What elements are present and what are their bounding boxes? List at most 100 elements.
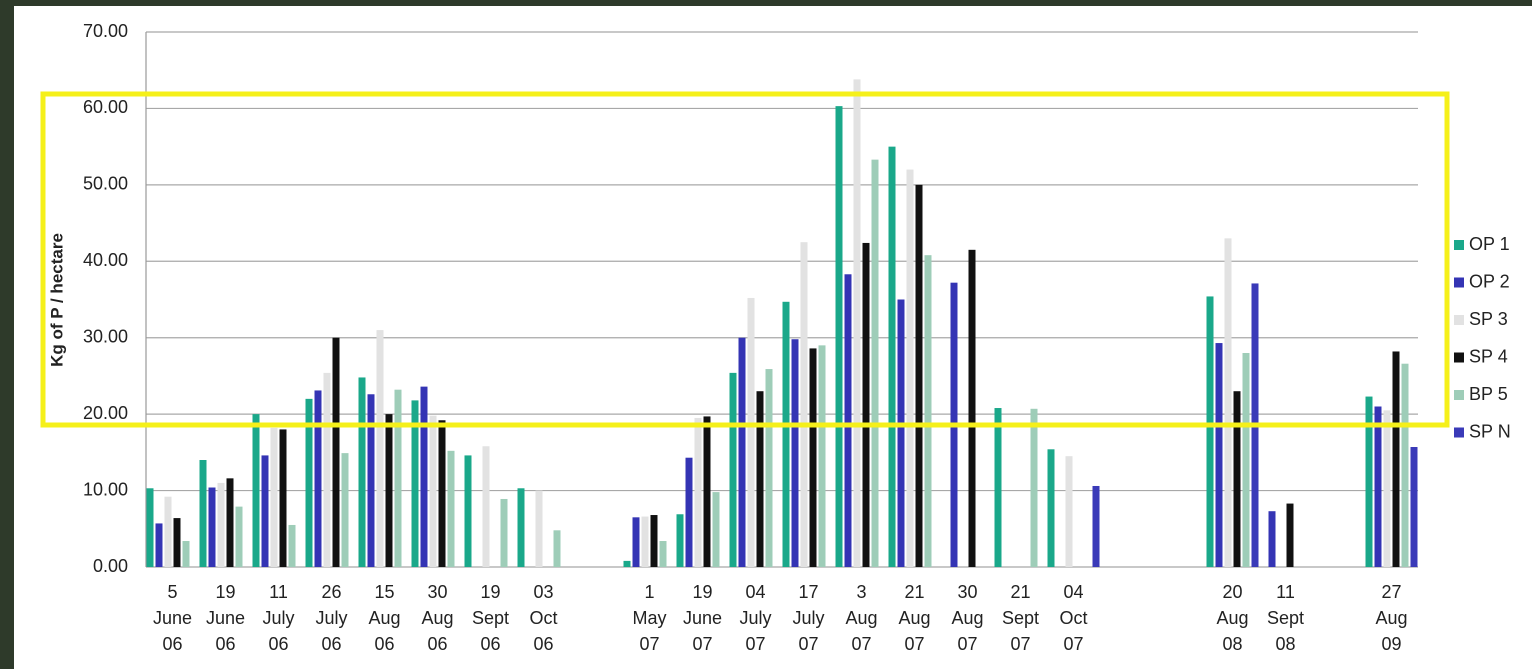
bar [792, 339, 799, 567]
legend-label: OP 1 [1469, 234, 1510, 254]
bar [227, 478, 234, 567]
y-tick-label: 70.00 [83, 21, 128, 41]
bar [686, 458, 693, 567]
bar [289, 525, 296, 567]
bar [1216, 343, 1223, 567]
bar [651, 515, 658, 567]
bar [845, 274, 852, 567]
bar [333, 338, 340, 567]
bar [1225, 238, 1232, 567]
bar [1269, 511, 1276, 567]
bar [262, 455, 269, 567]
bar [174, 518, 181, 567]
bar [907, 170, 914, 567]
bar [713, 492, 720, 567]
y-tick-label: 20.00 [83, 403, 128, 423]
bar [218, 483, 225, 567]
legend-label: BP 5 [1469, 384, 1508, 404]
bar [660, 541, 667, 567]
legend-label: SP N [1469, 421, 1511, 441]
bar [253, 414, 260, 567]
bar [677, 514, 684, 567]
bar [889, 147, 896, 567]
bar [1402, 364, 1409, 567]
bar [624, 561, 631, 567]
legend-swatch [1454, 315, 1464, 325]
bar [465, 455, 472, 567]
y-tick-label: 60.00 [83, 97, 128, 117]
y-tick-label: 10.00 [83, 479, 128, 499]
bar [633, 517, 640, 567]
bar [183, 541, 190, 567]
legend-label: OP 2 [1469, 271, 1510, 291]
bar [518, 488, 525, 567]
bar [430, 416, 437, 567]
legend-swatch [1454, 278, 1464, 288]
bar [1384, 410, 1391, 567]
legend-swatch [1454, 240, 1464, 250]
bar [1393, 351, 1400, 567]
bar [395, 390, 402, 567]
bar [739, 338, 746, 567]
bar [324, 373, 331, 567]
bar [342, 453, 349, 567]
bar [766, 369, 773, 567]
legend-swatch [1454, 390, 1464, 400]
bar [156, 523, 163, 567]
bar [554, 530, 561, 567]
bar [863, 243, 870, 567]
y-tick-label: 30.00 [83, 326, 128, 346]
bar [783, 302, 790, 567]
bar [730, 373, 737, 567]
bar [421, 387, 428, 567]
y-tick-label: 40.00 [83, 250, 128, 270]
bar [801, 242, 808, 567]
y-axis-label: Kg of P / hectare [47, 233, 66, 367]
bar [836, 106, 843, 567]
bar [642, 517, 649, 567]
bar [439, 420, 446, 567]
legend-label: SP 3 [1469, 309, 1508, 329]
bar [916, 185, 923, 567]
bar [147, 488, 154, 567]
bar [1366, 397, 1373, 567]
legend-swatch [1454, 428, 1464, 438]
bar [368, 394, 375, 567]
bar [1234, 391, 1241, 567]
bar [757, 391, 764, 567]
bar [483, 446, 490, 567]
legend-label: SP 4 [1469, 346, 1508, 366]
bar [386, 414, 393, 567]
bar [280, 429, 287, 567]
bar [236, 507, 243, 567]
bar [1207, 296, 1214, 567]
bar [925, 255, 932, 567]
chart: Kg of P / hectare 0.0010.0020.0030.0040.… [0, 0, 1532, 669]
bar [448, 451, 455, 567]
bar [501, 499, 508, 567]
bar [1375, 407, 1382, 568]
bar [315, 390, 322, 567]
bar [200, 460, 207, 567]
bar [898, 300, 905, 568]
bar [377, 330, 384, 567]
bar [695, 418, 702, 567]
bar [872, 160, 879, 567]
bar [1093, 486, 1100, 567]
bar [1243, 353, 1250, 567]
bar [271, 428, 278, 567]
bar [165, 497, 172, 567]
bar [704, 416, 711, 567]
bar [854, 79, 861, 567]
bar [1031, 409, 1038, 567]
bar [359, 377, 366, 567]
bar [1411, 447, 1418, 567]
bar [748, 298, 755, 567]
bar [1048, 449, 1055, 567]
bar [969, 250, 976, 567]
bar [1066, 456, 1073, 567]
bar [1287, 504, 1294, 567]
bar [995, 408, 1002, 567]
